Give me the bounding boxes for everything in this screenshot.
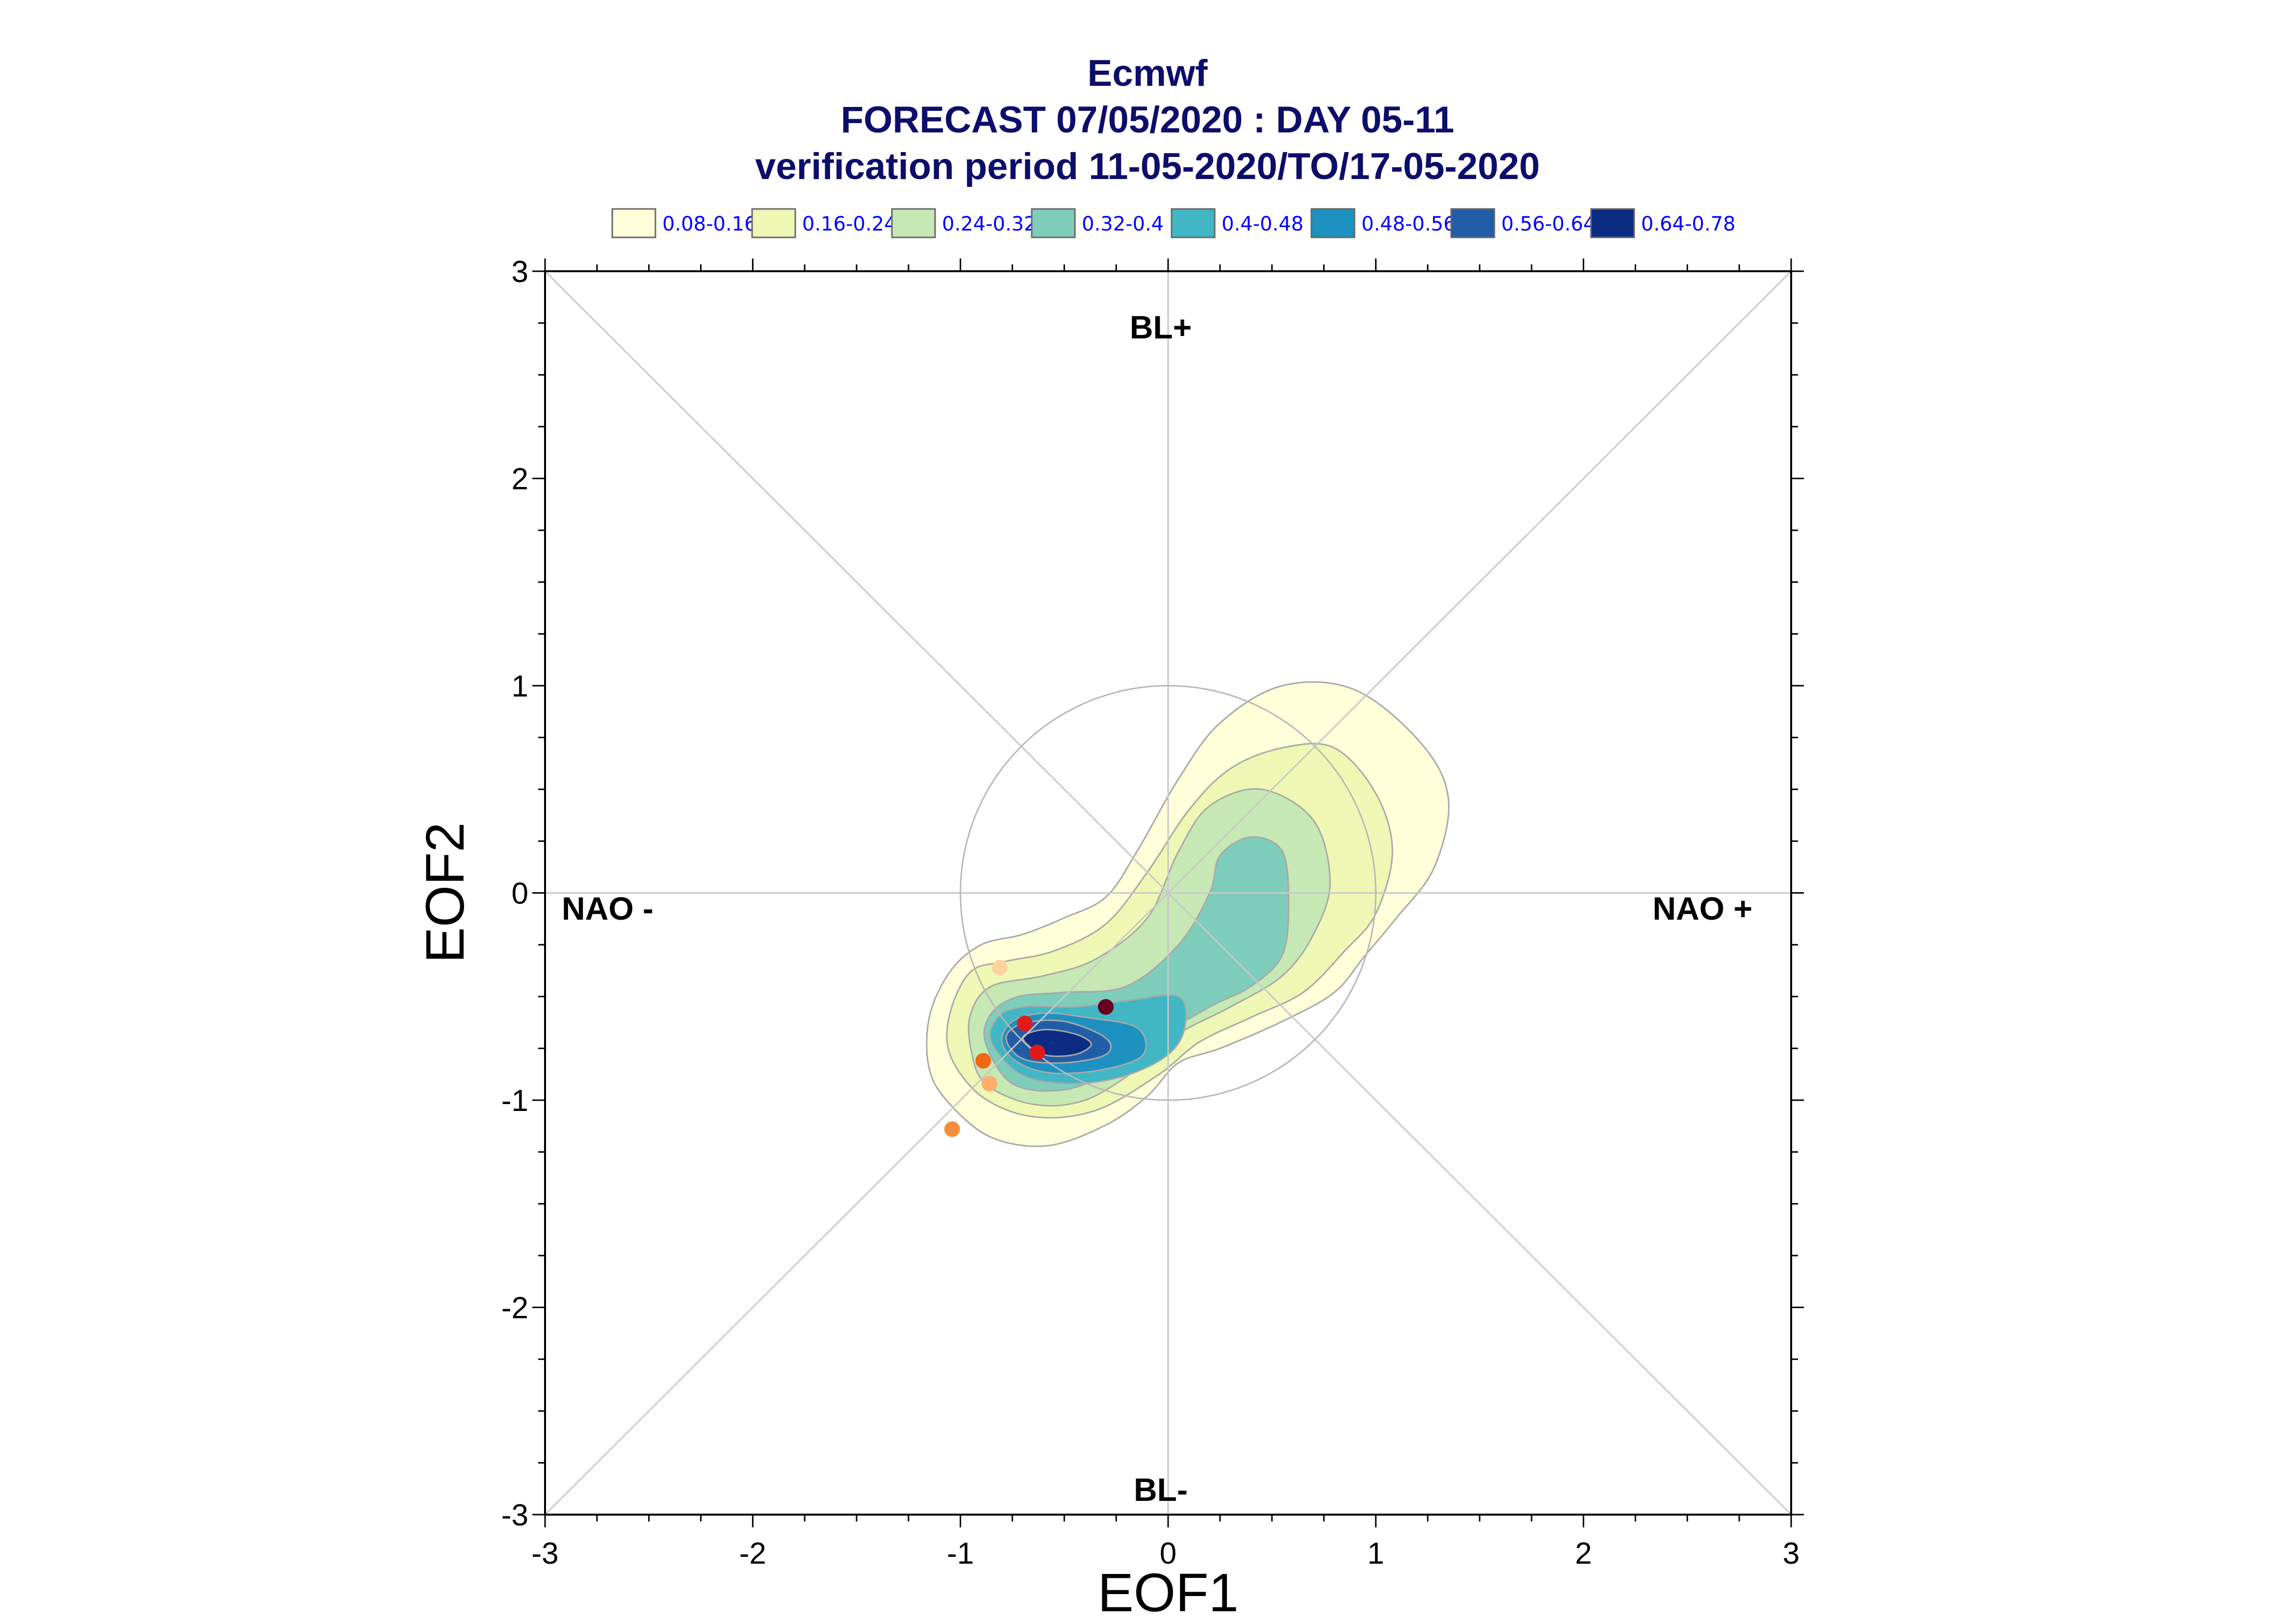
legend-swatch-6 xyxy=(1450,208,1495,238)
y-tick-label-5: 2 xyxy=(512,463,528,496)
legend-swatch-2 xyxy=(891,208,936,238)
x-tick-label-6: 3 xyxy=(1783,1537,1799,1571)
y-tick-label-6: 3 xyxy=(512,255,528,289)
legend-swatch-0 xyxy=(611,208,656,238)
regime-label-top: BL+ xyxy=(1130,309,1192,345)
legend-label-6: 0.56-0.64 xyxy=(1501,213,1596,235)
x-tick-label-5: 2 xyxy=(1575,1537,1591,1571)
y-tick-label-2: -1 xyxy=(501,1084,528,1118)
y-tick-label-0: -3 xyxy=(501,1498,528,1532)
regime-label-bottom: BL- xyxy=(1134,1471,1188,1508)
diagonal-line-2 xyxy=(544,270,1792,1516)
legend-label-0: 0.08-0.16 xyxy=(662,213,757,235)
scatter-point-2 xyxy=(1017,1015,1033,1031)
y-tick-label-4: 1 xyxy=(512,670,528,703)
chart-title-line-1: Ecmwf xyxy=(1088,52,1208,94)
scatter-points xyxy=(944,959,1114,1137)
axis-ticks: -3 -2 -1 0 1 2 3 -3 -2 -1 0 1 2 3 xyxy=(501,255,1804,1571)
reference-circle xyxy=(960,685,1377,1101)
reference-lines xyxy=(544,270,1792,1516)
legend-swatch-1 xyxy=(751,208,796,238)
chart-title-line-3: verification period 11-05-2020/TO/17-05-… xyxy=(755,146,1540,187)
scatter-point-3 xyxy=(1029,1044,1045,1060)
legend-label-1: 0.16-0.24 xyxy=(802,213,897,235)
scatter-point-0 xyxy=(992,959,1008,976)
x-tick-label-2: -1 xyxy=(947,1537,974,1571)
legend-label-4: 0.4-0.48 xyxy=(1222,213,1304,235)
legend-label-3: 0.32-0.4 xyxy=(1082,213,1164,235)
scatter-point-1 xyxy=(1098,999,1114,1015)
legend-label-2: 0.24-0.32 xyxy=(942,213,1037,235)
x-tick-label-3: 0 xyxy=(1160,1537,1176,1571)
y-tick-label-1: -2 xyxy=(501,1291,528,1325)
regime-label-right: NAO + xyxy=(1652,890,1752,927)
density-contours xyxy=(926,681,1450,1147)
scatter-point-5 xyxy=(981,1076,997,1092)
x-tick-label-4: 1 xyxy=(1367,1537,1384,1571)
legend-swatch-7 xyxy=(1590,208,1635,238)
scatter-point-6 xyxy=(944,1121,960,1137)
legend-swatch-4 xyxy=(1171,208,1216,238)
scatter-point-4 xyxy=(975,1053,991,1069)
legend-label-5: 0.48-0.56 xyxy=(1361,213,1456,235)
x-axis-title: EOF1 xyxy=(1097,1563,1238,1623)
x-tick-label-0: -3 xyxy=(531,1537,558,1571)
legend: 0.08-0.16 0.16-0.24 0.24-0.32 0.32-0.4 0.4-0… xyxy=(611,208,1736,238)
regime-label-left: NAO - xyxy=(562,890,653,927)
y-tick-label-3: 0 xyxy=(512,877,528,911)
legend-swatch-5 xyxy=(1310,208,1356,238)
x-tick-label-1: -2 xyxy=(739,1537,766,1571)
chart-title-line-2: FORECAST 07/05/2020 : DAY 05-11 xyxy=(841,99,1454,141)
legend-swatch-3 xyxy=(1031,208,1076,238)
y-axis-title: EOF2 xyxy=(415,822,475,963)
legend-label-7: 0.64-0.78 xyxy=(1641,213,1736,235)
